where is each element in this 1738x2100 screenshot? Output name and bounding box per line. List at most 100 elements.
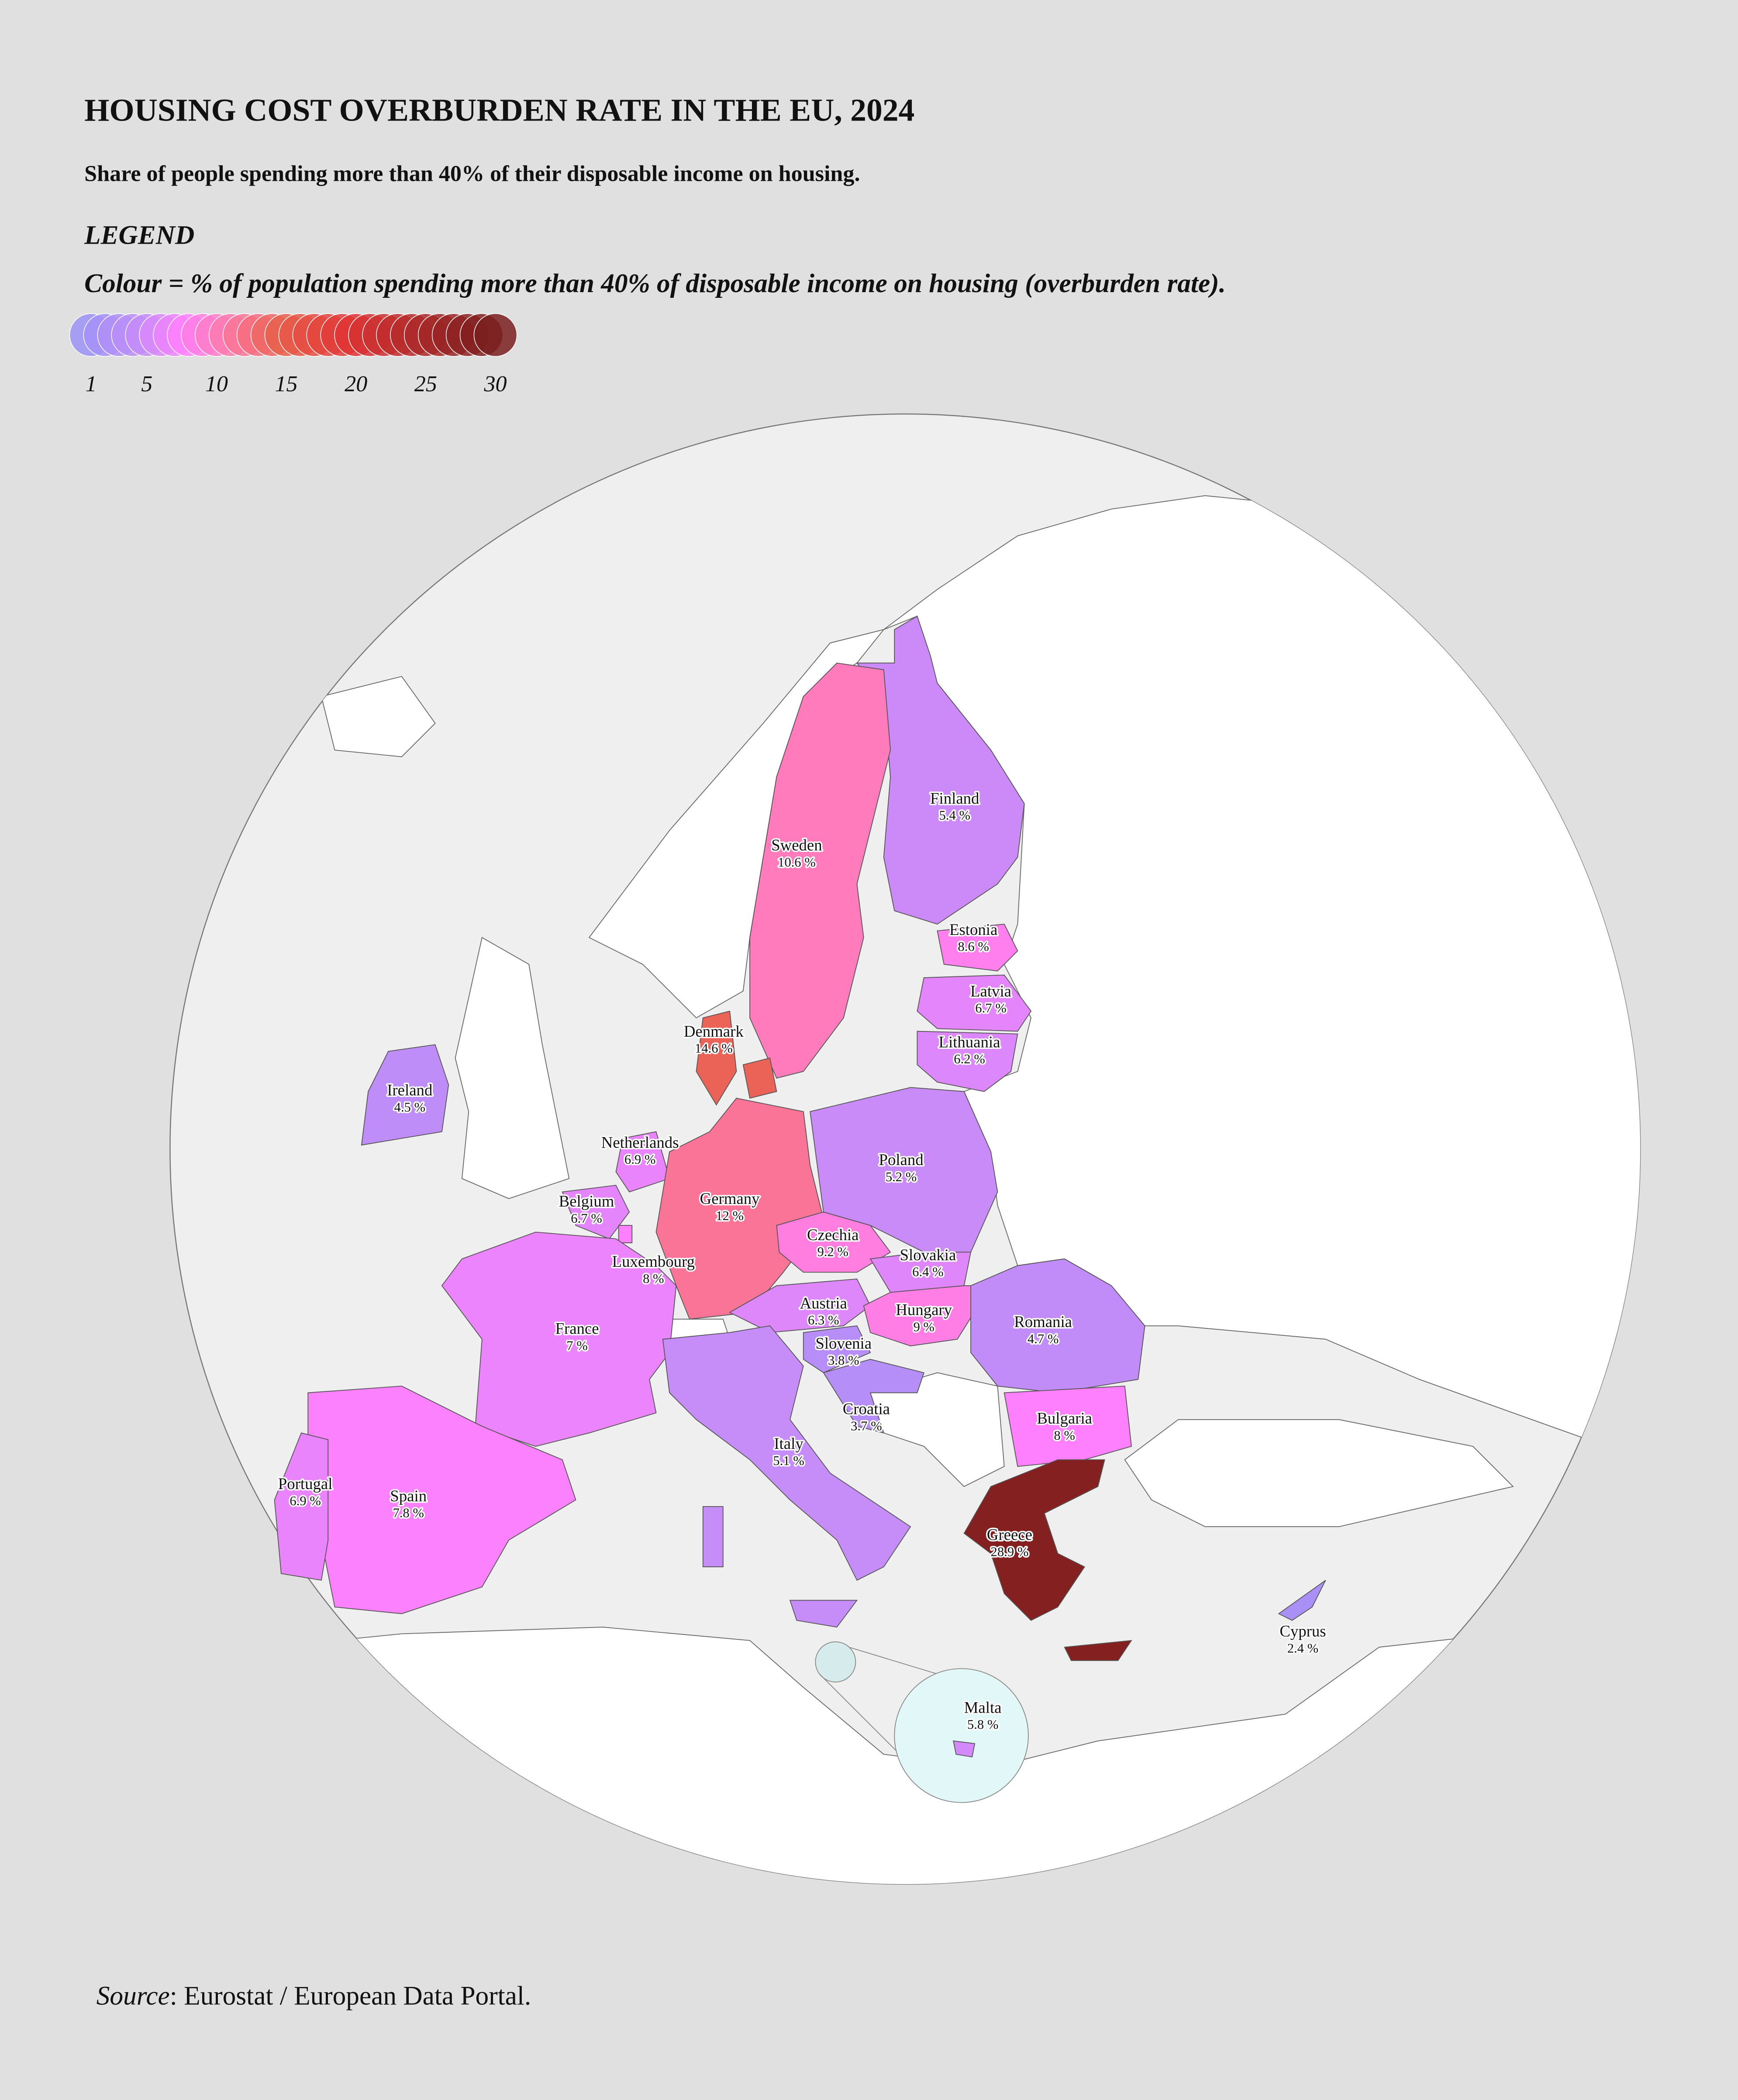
region-value: 9 % <box>913 1319 935 1334</box>
legend-tick-label: 25 <box>414 372 437 397</box>
region-name: Poland <box>879 1151 923 1169</box>
region-name: Slovakia <box>900 1246 956 1264</box>
region-value: 7 % <box>566 1338 588 1353</box>
land-iceland <box>321 676 436 757</box>
region <box>917 1031 1018 1092</box>
land-britain <box>455 937 570 1199</box>
legend-tick-label: 20 <box>345 372 367 397</box>
region-name: Ireland <box>387 1081 432 1099</box>
legend-tick-label: 30 <box>483 372 507 397</box>
region-value: 2.4 % <box>1287 1641 1319 1655</box>
region <box>937 924 1018 972</box>
region-value: 5.8 % <box>967 1717 999 1732</box>
region-value: 5.2 % <box>886 1169 917 1184</box>
region-name: Hungary <box>896 1301 952 1319</box>
legend-text: Colour = % of population spending more t… <box>84 269 1226 298</box>
region-value: 8.6 % <box>958 939 989 954</box>
region-name: Czechia <box>807 1226 859 1244</box>
region-name: Bulgaria <box>1037 1409 1092 1427</box>
land-turkey <box>1124 1419 1514 1528</box>
legend-heading: LEGEND <box>84 221 194 250</box>
inset-marker <box>815 1641 856 1683</box>
region <box>963 1459 1132 1661</box>
region-value: 6.9 % <box>290 1493 321 1508</box>
region-value: 6.3 % <box>808 1313 839 1328</box>
region <box>749 662 891 1079</box>
region <box>917 974 1032 1032</box>
region-name: Italy <box>774 1434 803 1452</box>
region-name: Portugal <box>278 1475 333 1493</box>
legend-tick-label: 5 <box>141 372 152 397</box>
region-value: 3.8 % <box>828 1353 859 1368</box>
inset-connector <box>848 1647 938 1675</box>
region-value: 4.7 % <box>1028 1331 1059 1346</box>
region <box>696 1010 777 1106</box>
region <box>823 1359 924 1434</box>
region-name: Greece <box>987 1526 1032 1544</box>
region <box>1003 1386 1132 1467</box>
region-value: 8 % <box>643 1271 664 1286</box>
region-value: 5.4 % <box>939 808 970 823</box>
region-name: Lithuania <box>938 1033 1000 1051</box>
region-value: 5.1 % <box>773 1453 804 1468</box>
region <box>615 1131 670 1193</box>
region-name: Croatia <box>843 1400 890 1418</box>
land-balkans <box>869 1372 1005 1487</box>
legend-tick-label: 15 <box>275 372 297 397</box>
region <box>274 1432 329 1581</box>
region <box>869 1252 972 1293</box>
source: Source: Eurostat / European Data Portal. <box>97 1981 531 2011</box>
region-name: Denmark <box>684 1022 744 1040</box>
region <box>803 1325 871 1373</box>
region <box>361 1044 449 1146</box>
land-africa <box>170 1607 1641 1884</box>
region-name: Sweden <box>771 836 822 854</box>
color-legend: 1 5 10 15 20 25 30 <box>69 313 517 397</box>
legend-tick-label: 10 <box>205 372 228 397</box>
region <box>618 1225 633 1243</box>
region-value: 6.9 % <box>624 1152 656 1167</box>
region-name: Cyprus <box>1279 1622 1326 1640</box>
region-name: Luxembourg <box>612 1252 695 1270</box>
legend-tick-label: 1 <box>85 372 97 397</box>
region-value: 9.2 % <box>817 1245 848 1259</box>
inset-connector <box>819 1673 900 1755</box>
region-value: 6.4 % <box>912 1265 944 1279</box>
region-value: 28.9 % <box>991 1545 1029 1559</box>
region <box>970 1258 1145 1393</box>
region-value: 6.7 % <box>975 1001 1007 1016</box>
region-name: Latvia <box>970 982 1011 1000</box>
region-name: Belgium <box>559 1192 614 1210</box>
region-value: 14.6 % <box>695 1041 733 1056</box>
source-text: : Eurostat / European Data Portal. <box>170 1981 531 2011</box>
region <box>662 1325 911 1628</box>
region <box>441 1231 677 1447</box>
region-value: 7.8 % <box>393 1506 424 1521</box>
region-name: Austria <box>800 1294 847 1312</box>
region <box>953 1740 976 1758</box>
region-name: Estonia <box>949 921 997 938</box>
region-name: Slovenia <box>815 1334 872 1352</box>
region-name: Romania <box>1014 1313 1072 1331</box>
source-label: Source <box>97 1981 170 2011</box>
region-value: 6.7 % <box>571 1211 602 1226</box>
region-name: Spain <box>390 1487 427 1505</box>
region-value: 3.7 % <box>851 1418 882 1433</box>
subtitle: Share of people spending more than 40% o… <box>84 162 860 186</box>
malta-inset <box>894 1668 1029 1803</box>
region-name: Finland <box>930 789 979 807</box>
region-name: France <box>555 1320 599 1338</box>
legend-swatch <box>473 313 517 357</box>
eu-regions <box>274 615 1326 1758</box>
region-name: Malta <box>964 1698 1002 1716</box>
region-name: Germany <box>700 1190 760 1207</box>
region-value: 12 % <box>716 1208 744 1223</box>
region-value: 8 % <box>1054 1428 1075 1443</box>
region-value: 6.2 % <box>954 1052 985 1066</box>
region <box>1278 1579 1326 1621</box>
region-value: 4.5 % <box>394 1100 426 1115</box>
title: HOUSING COST OVERBURDEN RATE IN THE EU, … <box>84 92 914 128</box>
